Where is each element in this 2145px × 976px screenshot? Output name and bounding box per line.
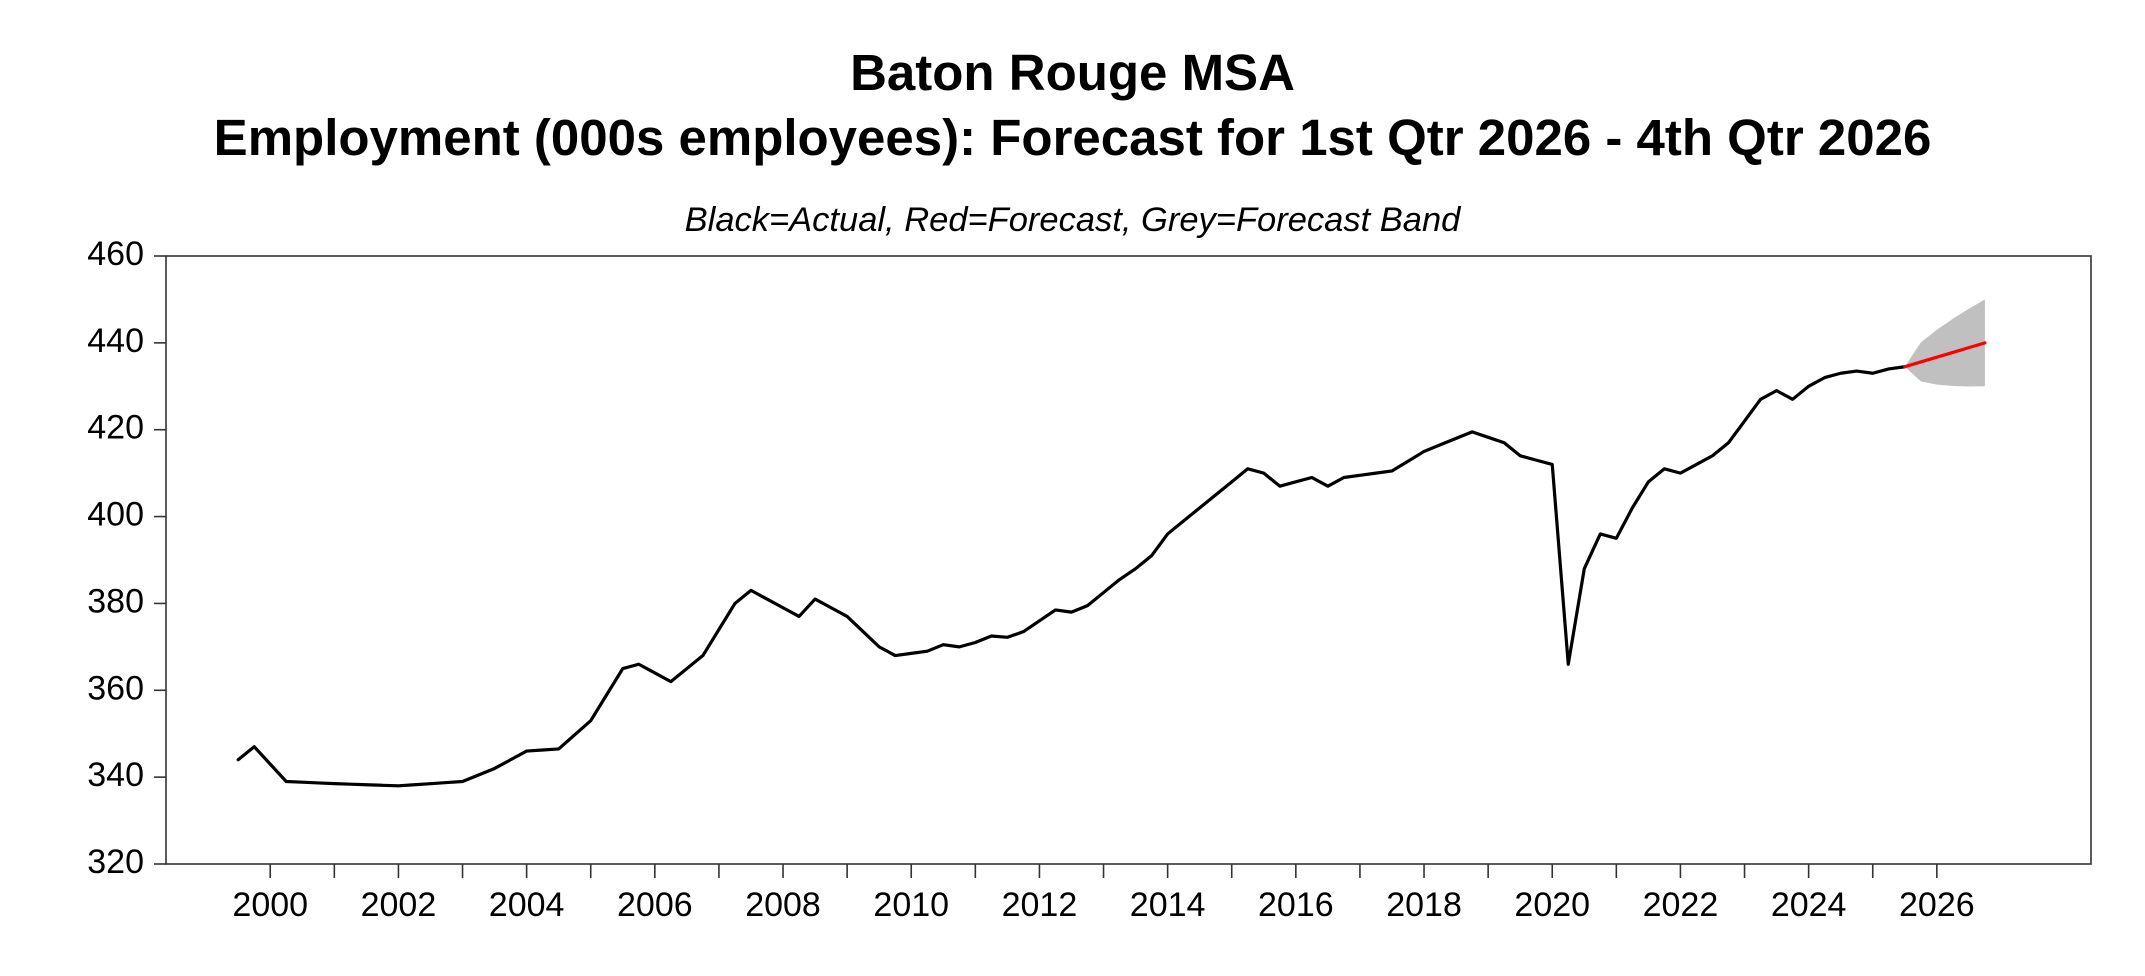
svg-text:2010: 2010 [873, 886, 949, 924]
svg-text:2026: 2026 [1899, 886, 1975, 924]
svg-text:440: 440 [87, 322, 144, 360]
svg-text:2008: 2008 [745, 886, 821, 924]
svg-text:2002: 2002 [361, 886, 437, 924]
svg-text:460: 460 [87, 235, 144, 273]
svg-text:2020: 2020 [1514, 886, 1590, 924]
svg-text:420: 420 [87, 409, 144, 447]
svg-text:380: 380 [87, 582, 144, 620]
svg-text:400: 400 [87, 496, 144, 534]
svg-text:360: 360 [87, 669, 144, 707]
svg-text:2004: 2004 [489, 886, 565, 924]
svg-text:2000: 2000 [232, 886, 308, 924]
svg-text:340: 340 [87, 756, 144, 794]
svg-text:2014: 2014 [1130, 886, 1206, 924]
svg-text:320: 320 [87, 843, 144, 881]
svg-text:2022: 2022 [1643, 886, 1719, 924]
svg-text:2006: 2006 [617, 886, 693, 924]
svg-text:2012: 2012 [1002, 886, 1078, 924]
svg-text:2018: 2018 [1386, 886, 1462, 924]
svg-text:2024: 2024 [1771, 886, 1847, 924]
svg-text:2016: 2016 [1258, 886, 1334, 924]
